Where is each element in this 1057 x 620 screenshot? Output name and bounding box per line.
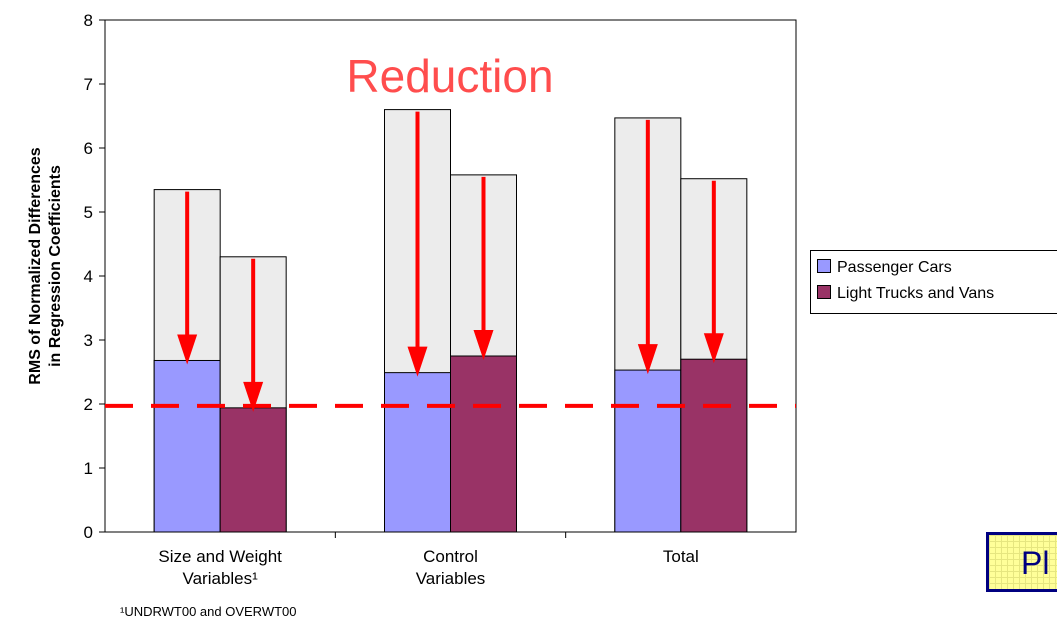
legend-item-passenger-cars: Passenger Cars	[817, 259, 952, 277]
badge-text: Pl	[1021, 545, 1050, 581]
legend-swatch-passenger-cars	[817, 259, 831, 273]
reduction-arrow-head	[243, 381, 264, 412]
y-axis-label: RMS of Normalized Differences	[27, 147, 44, 384]
x-category-label: Variables	[416, 569, 486, 588]
y-axis-label: in Regression Coefficients	[47, 165, 64, 367]
bar-after-1-1	[450, 355, 517, 533]
x-category-label: Size and Weight	[158, 547, 282, 566]
y-tick-label: 3	[84, 331, 93, 350]
reduction-arrow-head	[407, 346, 428, 377]
reduction-arrow-head	[703, 333, 724, 364]
bar-after-0-0	[153, 359, 221, 533]
x-category-label: Control	[423, 547, 478, 566]
bar-after-0-1	[384, 372, 451, 533]
y-tick-label: 7	[84, 75, 93, 94]
legend-label-light-trucks: Light Trucks and Vans	[837, 285, 995, 302]
x-category-label: Total	[663, 547, 699, 566]
y-tick-label: 8	[84, 11, 93, 30]
legend-label-passenger-cars: Passenger Cars	[837, 259, 952, 276]
reduction-arrow-head	[473, 330, 494, 360]
y-tick-label: 1	[84, 459, 93, 478]
footnote: ¹UNDRWT00 and OVERWT00	[120, 604, 297, 619]
y-tick-label: 0	[84, 523, 93, 542]
bar-after-1-2	[680, 358, 748, 533]
badge: Pl	[986, 532, 1057, 592]
legend-swatch-light-trucks	[817, 285, 831, 299]
reduction-annotation: Reduction	[346, 50, 553, 102]
bar-after-0-2	[614, 369, 682, 533]
y-tick-label: 6	[84, 139, 93, 158]
legend-item-light-trucks: Light Trucks and Vans	[817, 285, 994, 303]
y-tick-label: 4	[84, 267, 93, 286]
y-tick-label: 2	[84, 395, 93, 414]
x-category-label: Variables¹	[183, 569, 259, 588]
reduction-arrow-head	[637, 344, 658, 375]
reduction-arrow-head	[177, 334, 198, 365]
bar-after-1-0	[219, 407, 287, 533]
legend: Passenger Cars Light Trucks and Vans	[810, 250, 1057, 314]
y-tick-label: 5	[84, 203, 93, 222]
